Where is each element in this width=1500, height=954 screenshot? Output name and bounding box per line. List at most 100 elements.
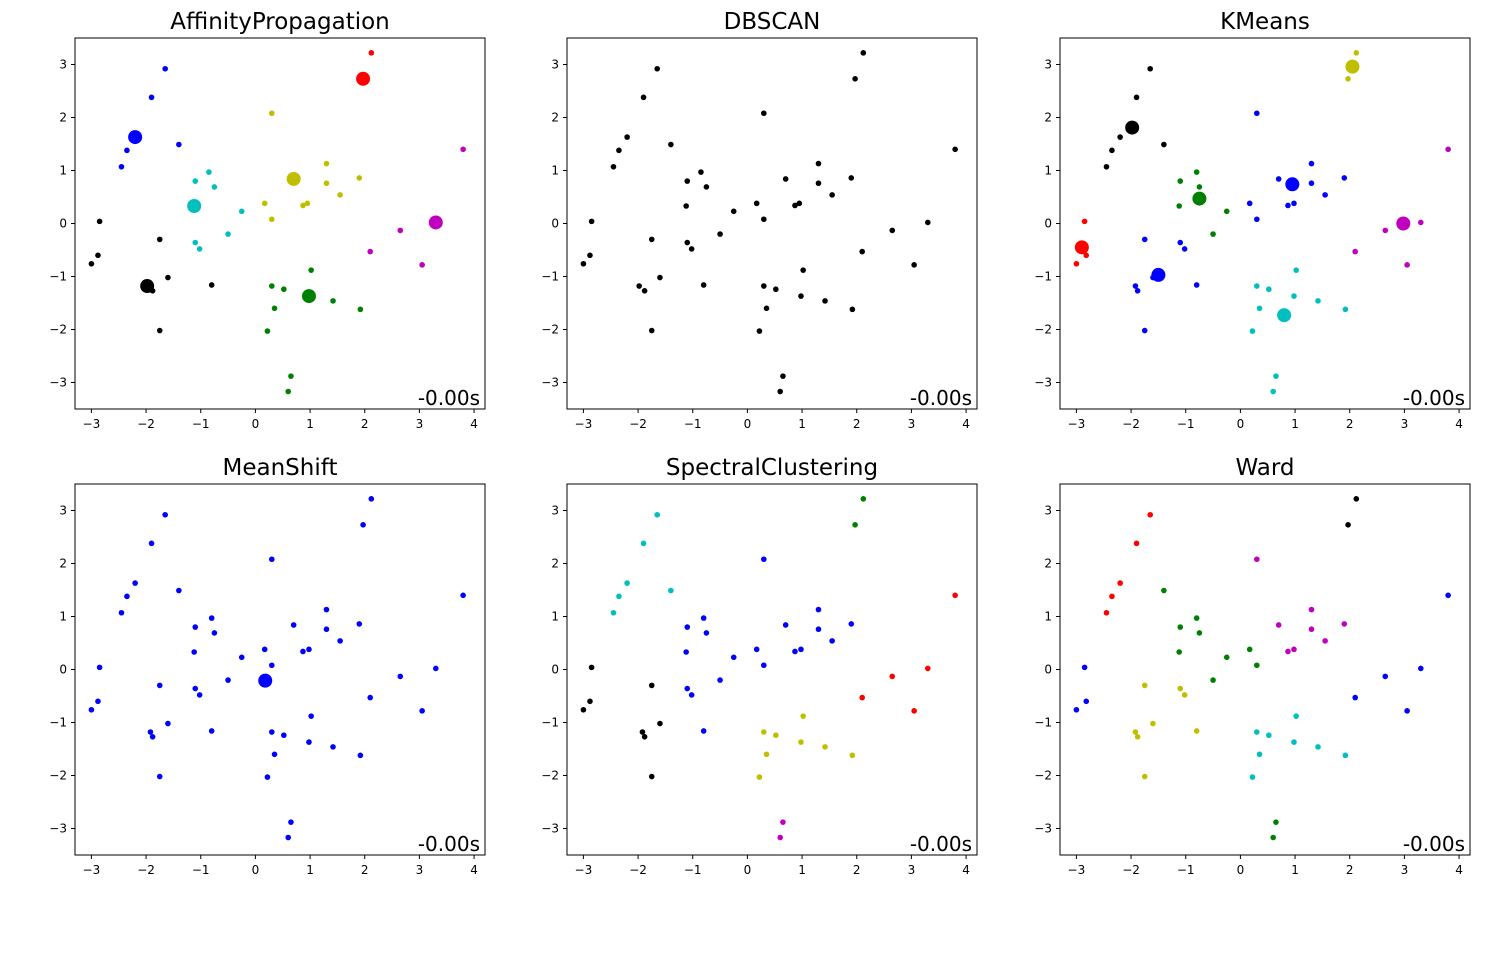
x-tick-label: 2 (853, 863, 861, 877)
x-tick-label: 1 (306, 417, 314, 431)
y-tick-label: −2 (1034, 769, 1052, 783)
data-point (952, 592, 958, 599)
panel-title: DBSCAN (724, 9, 821, 35)
data-point (1223, 654, 1230, 661)
data-point (156, 327, 163, 334)
cluster-center (356, 71, 371, 86)
data-point (1352, 248, 1358, 255)
x-tick-label: −2 (137, 417, 155, 431)
data-point (162, 65, 168, 72)
time-label: -0.00s (910, 832, 972, 856)
data-point (1270, 388, 1276, 395)
x-tick-label: 0 (252, 417, 260, 431)
data-point (124, 593, 130, 600)
data-point (730, 654, 737, 661)
data-point (1177, 239, 1184, 246)
x-tick-label: 1 (1291, 863, 1299, 877)
data-point (308, 267, 314, 273)
data-point (261, 200, 268, 207)
panel-title: AffinityPropagation (170, 9, 390, 35)
data-point (1404, 708, 1410, 714)
data-point (925, 219, 931, 226)
data-point (952, 146, 958, 153)
data-point (761, 556, 767, 563)
y-tick-label: 0 (59, 217, 67, 231)
data-point (124, 147, 130, 154)
data-point (356, 621, 363, 627)
data-point (1254, 662, 1260, 669)
cluster-center (1285, 177, 1300, 192)
cluster-center (1345, 59, 1360, 74)
y-tick-label: 0 (551, 663, 559, 677)
data-point (360, 522, 366, 528)
y-tick-label: 3 (1044, 504, 1052, 518)
data-point (859, 694, 865, 701)
data-point (1291, 739, 1297, 745)
data-point (156, 682, 163, 689)
data-point (1103, 609, 1110, 616)
data-point (860, 50, 867, 56)
data-point (1315, 744, 1321, 750)
cluster-center (1396, 216, 1411, 231)
y-tick-label: −1 (541, 716, 559, 730)
data-point (1141, 682, 1148, 689)
data-point (148, 540, 155, 547)
data-point (684, 178, 691, 184)
data-point (1256, 751, 1263, 758)
panel-kmeans: KMeans −3 −2 −1 0 1 2 3 4 −3 −2 −1 0 1 2 3 -0.00s (1034, 9, 1471, 431)
data-point (1193, 728, 1200, 734)
data-point (1291, 293, 1297, 299)
data-point (1193, 169, 1200, 175)
data-point (1081, 218, 1088, 225)
data-point (192, 178, 199, 184)
x-tick-label: 4 (1455, 863, 1463, 877)
cluster-center (187, 199, 202, 214)
data-point (773, 732, 779, 739)
data-point (1249, 328, 1256, 334)
x-tick-label: −1 (1177, 417, 1195, 431)
cluster-center (1277, 308, 1292, 323)
data-point (1285, 648, 1291, 655)
data-point (1181, 692, 1188, 698)
data-point (211, 184, 218, 190)
data-point (648, 236, 655, 243)
x-tick-label: 0 (252, 863, 260, 877)
data-point (1210, 677, 1216, 683)
y-tick-label: 2 (1044, 557, 1052, 571)
y-tick-label: −3 (541, 822, 559, 836)
data-point (337, 638, 343, 644)
data-point (1382, 227, 1389, 234)
data-point (848, 175, 855, 181)
x-tick-label: −3 (575, 417, 593, 431)
data-point (165, 274, 171, 281)
data-point (616, 147, 622, 154)
data-point (580, 706, 587, 713)
time-label: -0.00s (910, 386, 972, 410)
panel-title: Ward (1235, 455, 1294, 481)
data-point (196, 692, 203, 698)
data-point (815, 606, 822, 613)
data-point (616, 593, 622, 600)
data-point (792, 202, 798, 209)
data-point (367, 694, 374, 701)
data-point (761, 662, 767, 669)
data-point (118, 609, 125, 616)
data-point (587, 698, 593, 705)
data-point (683, 649, 689, 655)
data-point (1133, 94, 1140, 101)
data-point (1353, 50, 1360, 56)
y-tick-label: 3 (1044, 58, 1052, 72)
data-point (1285, 202, 1291, 209)
data-point (636, 283, 642, 289)
data-point (1353, 496, 1360, 502)
data-point (306, 646, 312, 653)
cluster-center (1125, 120, 1140, 135)
data-point (761, 110, 767, 117)
data-point (588, 218, 595, 225)
data-point (1176, 649, 1182, 655)
data-point (285, 388, 292, 395)
data-point (624, 134, 630, 140)
x-tick-label: −3 (1068, 417, 1086, 431)
data-point (852, 522, 858, 528)
